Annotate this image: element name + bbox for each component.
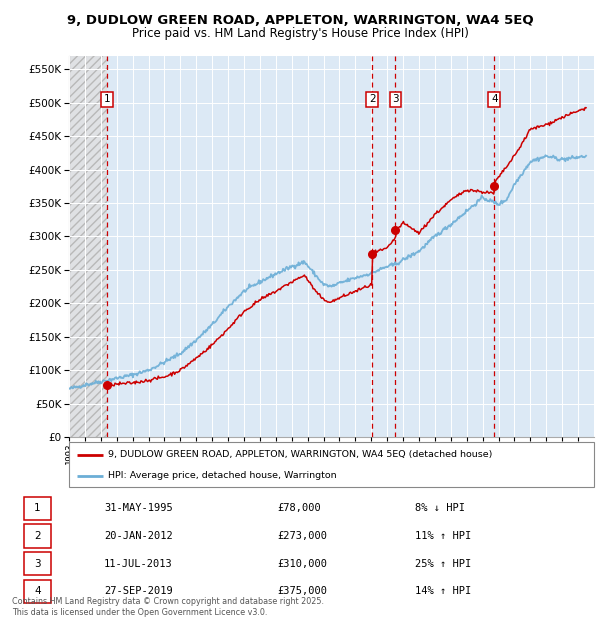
Text: 27-SEP-2019: 27-SEP-2019 <box>104 587 173 596</box>
Text: 4: 4 <box>491 94 498 104</box>
Text: £78,000: £78,000 <box>277 503 321 513</box>
Text: 11-JUL-2013: 11-JUL-2013 <box>104 559 173 569</box>
FancyBboxPatch shape <box>23 497 51 520</box>
Text: Contains HM Land Registry data © Crown copyright and database right 2025.
This d: Contains HM Land Registry data © Crown c… <box>12 598 324 617</box>
Bar <box>69 56 107 437</box>
Text: 3: 3 <box>34 559 41 569</box>
Text: £273,000: £273,000 <box>277 531 327 541</box>
Text: Price paid vs. HM Land Registry's House Price Index (HPI): Price paid vs. HM Land Registry's House … <box>131 27 469 40</box>
Text: 14% ↑ HPI: 14% ↑ HPI <box>415 587 472 596</box>
Text: 2: 2 <box>369 94 376 104</box>
Text: £375,000: £375,000 <box>277 587 327 596</box>
Text: 9, DUDLOW GREEN ROAD, APPLETON, WARRINGTON, WA4 5EQ: 9, DUDLOW GREEN ROAD, APPLETON, WARRINGT… <box>67 14 533 27</box>
Text: 8% ↓ HPI: 8% ↓ HPI <box>415 503 465 513</box>
Text: 20-JAN-2012: 20-JAN-2012 <box>104 531 173 541</box>
Text: HPI: Average price, detached house, Warrington: HPI: Average price, detached house, Warr… <box>109 471 337 480</box>
Text: 9, DUDLOW GREEN ROAD, APPLETON, WARRINGTON, WA4 5EQ (detached house): 9, DUDLOW GREEN ROAD, APPLETON, WARRINGT… <box>109 450 493 459</box>
Text: 31-MAY-1995: 31-MAY-1995 <box>104 503 173 513</box>
Text: 1: 1 <box>34 503 41 513</box>
Text: 11% ↑ HPI: 11% ↑ HPI <box>415 531 472 541</box>
Bar <box>69 56 107 437</box>
Text: 2: 2 <box>34 531 41 541</box>
FancyBboxPatch shape <box>23 580 51 603</box>
Text: 25% ↑ HPI: 25% ↑ HPI <box>415 559 472 569</box>
Text: £310,000: £310,000 <box>277 559 327 569</box>
Text: 4: 4 <box>34 587 41 596</box>
Text: 3: 3 <box>392 94 399 104</box>
FancyBboxPatch shape <box>23 552 51 575</box>
Text: 1: 1 <box>104 94 110 104</box>
FancyBboxPatch shape <box>23 525 51 547</box>
